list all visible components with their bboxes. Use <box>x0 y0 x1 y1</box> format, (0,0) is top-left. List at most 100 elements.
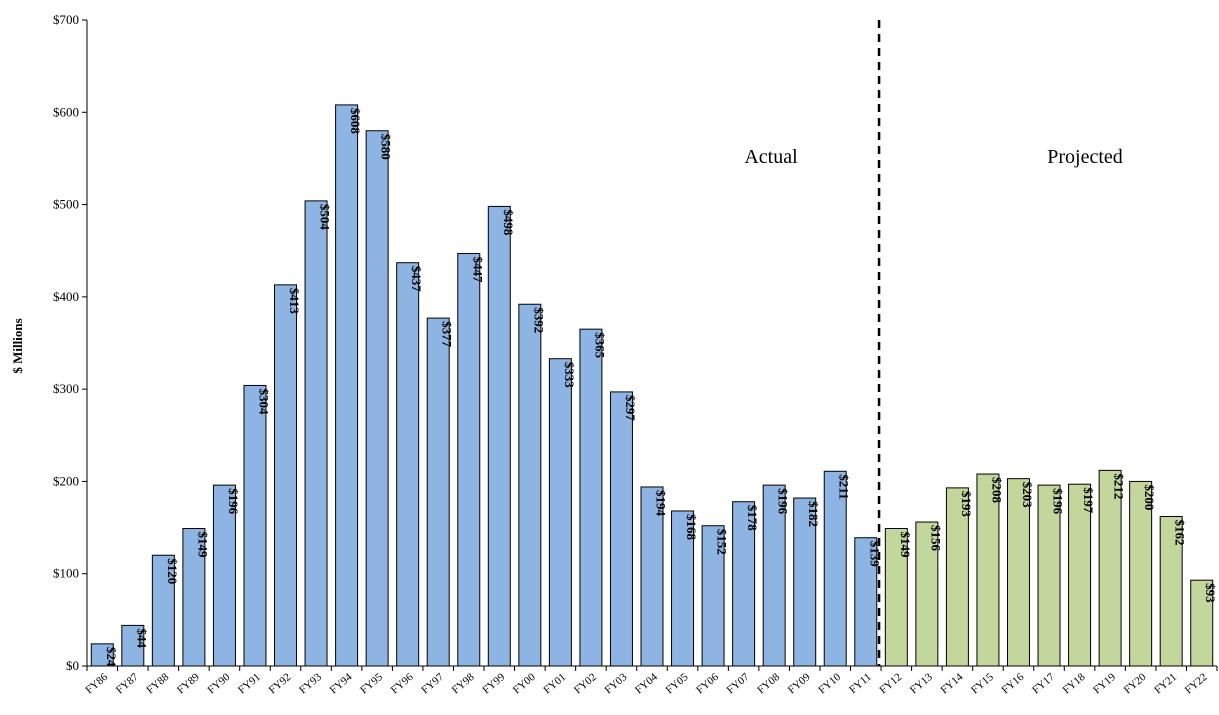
bar-fy02 <box>579 328 603 667</box>
data-label: $498 <box>501 209 516 236</box>
data-label: $120 <box>165 558 180 584</box>
data-label: $162 <box>1173 519 1188 545</box>
data-label: $608 <box>348 108 363 135</box>
bars: $24 $44 $120 $149 $196 $304 $413 $504 $608 $580 $4… <box>90 104 1218 667</box>
projected-annotation: Projected <box>1047 146 1123 168</box>
x-tick-label: FY15 <box>969 671 996 697</box>
y-tick-label: $600 <box>53 104 79 119</box>
x-tick-label: FY10 <box>816 671 843 697</box>
data-label: $24 <box>104 647 119 667</box>
data-label: $44 <box>134 628 149 648</box>
data-label: $392 <box>531 307 546 333</box>
data-label: $437 <box>409 266 424 293</box>
data-label: $212 <box>1112 473 1127 499</box>
bar-fy95 <box>365 130 389 667</box>
data-label: $203 <box>1020 482 1035 509</box>
x-tick-label: FY11 <box>847 671 874 696</box>
data-label: $182 <box>806 501 821 527</box>
x-tick-label: FY94 <box>328 671 355 697</box>
x-tick-label: FY22 <box>1183 671 1210 696</box>
x-tick-label: FY90 <box>205 671 232 697</box>
x-tick-label: FY09 <box>786 671 813 697</box>
bar-fy94 <box>335 104 359 667</box>
bar-fy91 <box>243 384 267 667</box>
y-tick-label: $200 <box>53 473 79 488</box>
x-tick-label: FY16 <box>1000 671 1027 697</box>
x-tick-label: FY98 <box>450 671 477 697</box>
bar-fy01 <box>548 358 572 667</box>
data-label: $377 <box>440 321 455 348</box>
x-tick-label: FY07 <box>725 671 752 697</box>
bar-fy96 <box>396 262 420 667</box>
x-tick-label: FY17 <box>1030 671 1057 697</box>
data-label: $447 <box>470 256 485 283</box>
data-label: $156 <box>928 525 943 552</box>
data-label: $168 <box>684 514 699 541</box>
x-tick-label: FY96 <box>389 671 416 697</box>
x-tick-label: FY91 <box>236 671 263 696</box>
x-tick-label: FY01 <box>541 671 568 696</box>
data-label: $196 <box>776 488 791 515</box>
data-label: $208 <box>989 477 1004 504</box>
y-tick-label: $100 <box>53 566 79 581</box>
x-tick-label: FY06 <box>694 671 721 697</box>
x-tick-label: FY18 <box>1061 671 1088 697</box>
bar-fy00 <box>518 303 542 667</box>
x-tick-label: FY00 <box>511 671 538 697</box>
bar-fy19 <box>1098 469 1122 667</box>
x-tick-label: FY20 <box>1122 671 1149 697</box>
x-tick-label: FY89 <box>175 671 202 697</box>
data-label: $139 <box>867 541 882 568</box>
x-tick-label: FY12 <box>877 671 904 696</box>
data-label: $152 <box>715 529 730 555</box>
y-tick-label: $300 <box>53 381 79 396</box>
bar-fy92 <box>274 284 298 667</box>
x-tick-label: FY08 <box>755 671 782 697</box>
x-tick-label: FY05 <box>664 671 691 697</box>
y-tick-label: $500 <box>53 197 79 212</box>
data-label: $194 <box>654 490 669 516</box>
x-tick-label: FY88 <box>144 671 171 697</box>
bar-fy03 <box>609 391 633 667</box>
data-label: $197 <box>1081 487 1096 514</box>
x-tick-label: FY93 <box>297 671 324 697</box>
data-label: $413 <box>287 288 302 315</box>
x-tick-label: FY87 <box>114 671 141 697</box>
data-label: $200 <box>1142 484 1157 510</box>
y-axis-label: $ Millions <box>10 318 25 373</box>
data-label: $333 <box>562 362 577 389</box>
data-label: $196 <box>226 488 241 515</box>
data-label: $93 <box>1203 583 1218 603</box>
bar-fy10 <box>823 470 847 667</box>
data-label: $211 <box>837 474 852 499</box>
x-tick-label: FY04 <box>633 671 660 697</box>
data-label: $178 <box>745 505 760 532</box>
x-tick-label: FY02 <box>572 671 599 696</box>
x-tick-label: FY99 <box>480 671 507 697</box>
x-tick-label: FY92 <box>267 671 294 696</box>
x-tick-label: FY19 <box>1091 671 1118 697</box>
x-tick-label: FY86 <box>83 671 110 697</box>
x-tick-label: FY14 <box>938 671 965 697</box>
x-tick-label: FY13 <box>908 671 935 697</box>
y-axis-ticks: $0 $100 $200 $300 $400 $500 $600 $700 <box>53 12 87 673</box>
data-label: $297 <box>623 395 638 422</box>
data-label: $193 <box>959 491 974 517</box>
data-label: $504 <box>318 204 333 231</box>
data-label: $580 <box>379 134 394 160</box>
data-label: $149 <box>195 531 210 558</box>
bar-fy93 <box>304 200 328 667</box>
y-tick-label: $0 <box>66 658 79 673</box>
bar-fy97 <box>426 317 450 667</box>
actual-annotation: Actual <box>744 146 798 168</box>
bar-fy98 <box>457 252 481 667</box>
y-tick-label: $700 <box>53 12 79 27</box>
x-tick-label: FY03 <box>602 671 629 697</box>
data-label: $304 <box>256 388 271 415</box>
x-tick-label: FY21 <box>1152 671 1179 696</box>
y-tick-label: $400 <box>53 289 79 304</box>
data-label: $149 <box>898 531 913 558</box>
x-axis-ticks: FY86 FY87 FY88 FY89 FY90 FY91 FY92 FY93 FY94 FY95… <box>83 666 1218 697</box>
x-tick-label: FY97 <box>419 671 446 697</box>
